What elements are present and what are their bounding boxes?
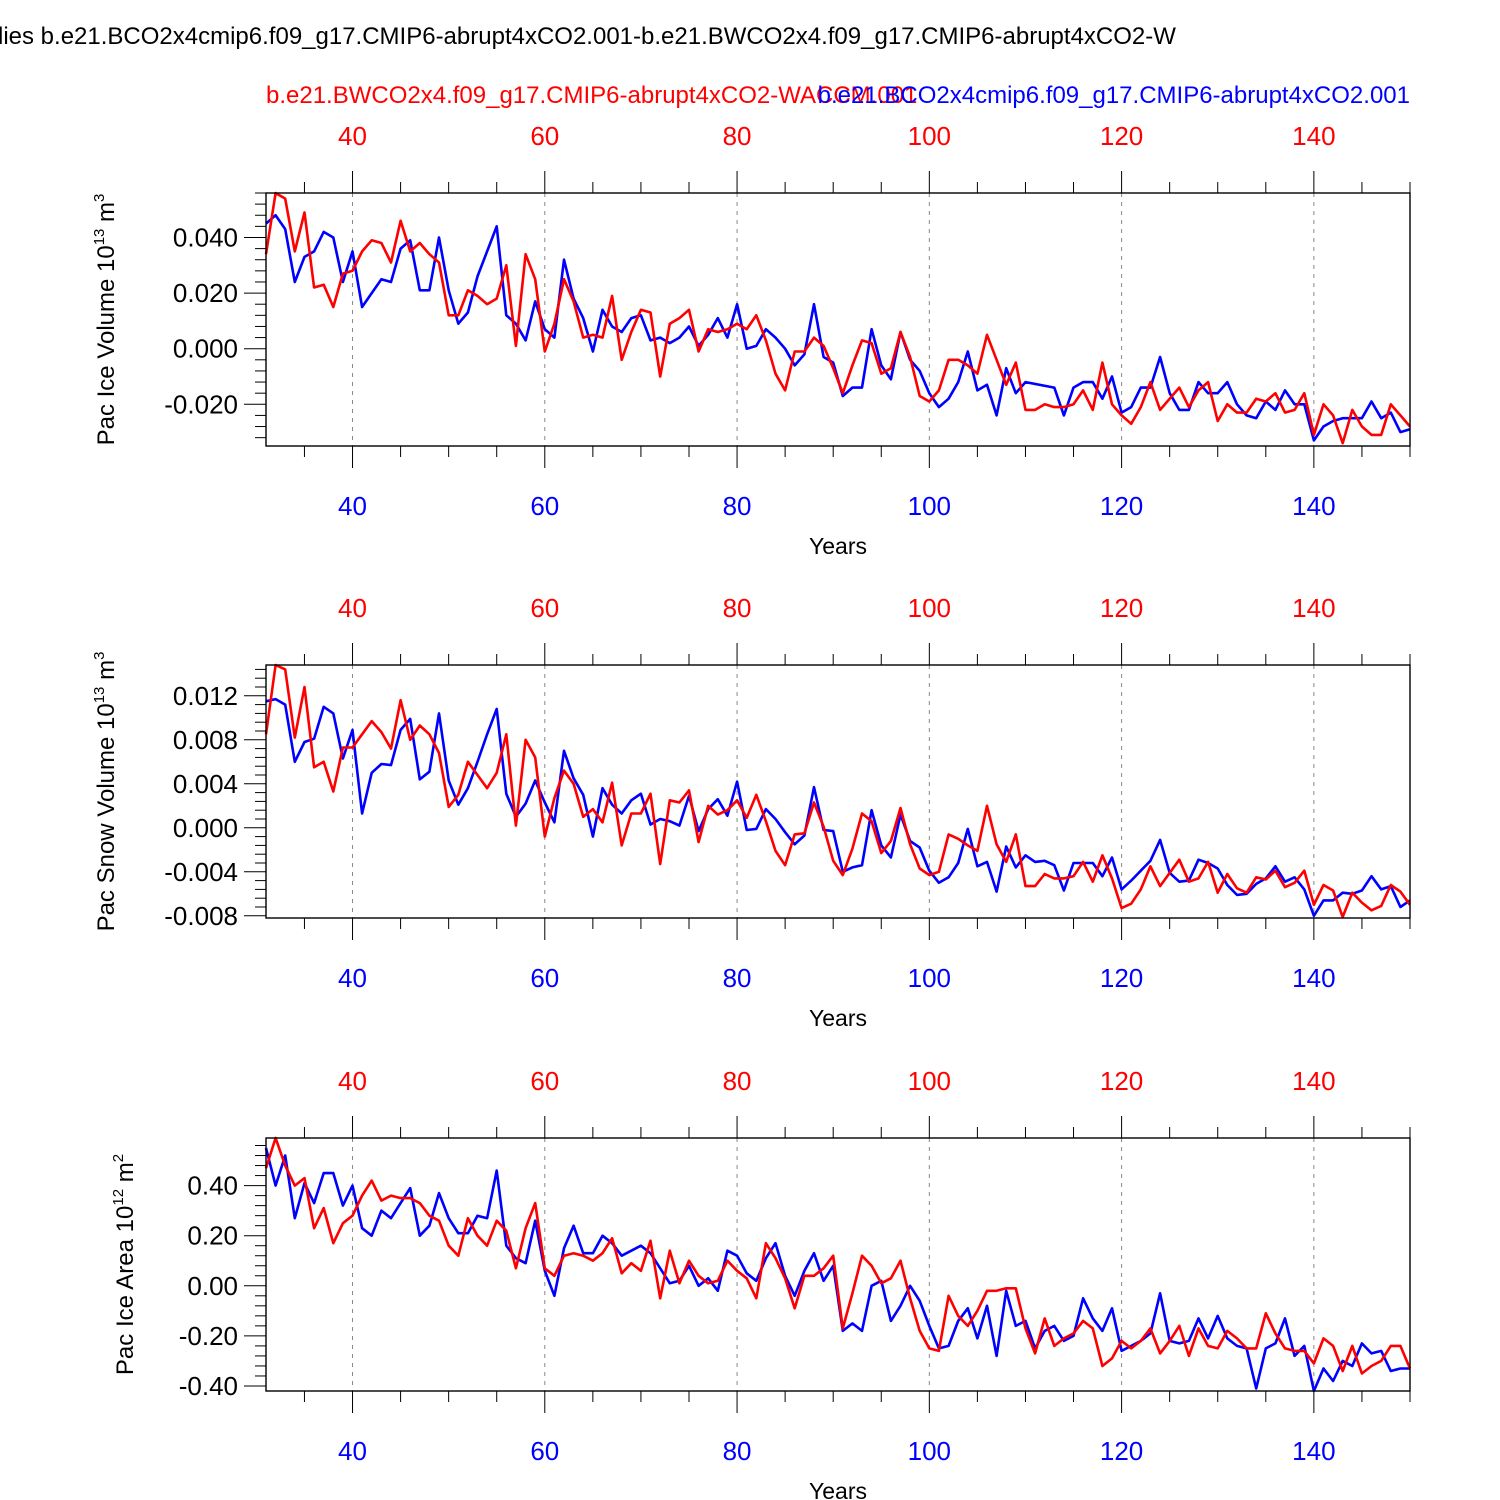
x-tick-label-red: 40 bbox=[338, 121, 367, 151]
x-tick-label-red: 80 bbox=[723, 1066, 752, 1096]
x-tick-label-red: 40 bbox=[338, 1066, 367, 1096]
blue-run-label: b.e21.BCO2x4cmip6.f09_g17.CMIP6-abrupt4x… bbox=[818, 82, 1410, 109]
series-line-blue bbox=[265, 213, 1411, 442]
y-tick-label: 0.000 bbox=[173, 334, 238, 364]
x-tick-label-red: 100 bbox=[908, 121, 951, 151]
y-axis-label-part: m bbox=[93, 660, 120, 687]
x-tick-label-blue: 60 bbox=[530, 963, 559, 993]
x-tick-label-red: 140 bbox=[1292, 1066, 1335, 1096]
y-tick-label: 0.008 bbox=[173, 725, 238, 755]
x-tick-label-blue: 40 bbox=[338, 1436, 367, 1466]
panel-2: 40 40 60 60 80 80 100 100 120 120 140 140 0.012 0.008… bbox=[91, 593, 1412, 1031]
y-axis-label-part: Pac Ice Area 10 bbox=[112, 1206, 139, 1375]
x-tick-label-red: 140 bbox=[1292, 121, 1335, 151]
figure-title: lies b.e21.BCO2x4cmip6.f09_g17.CMIP6-abr… bbox=[0, 23, 1176, 50]
y-tick-label: -0.20 bbox=[179, 1321, 238, 1351]
x-tick-label-red: 60 bbox=[530, 593, 559, 623]
x-tick-label-blue: 60 bbox=[530, 491, 559, 521]
series-line-blue bbox=[264, 1147, 1410, 1393]
x-axis-label: Years bbox=[809, 1478, 867, 1500]
y-axis-label: Pac Ice Area 1012 m2 bbox=[110, 1154, 139, 1375]
x-axis-label: Years bbox=[809, 533, 867, 559]
x-tick-label-red: 80 bbox=[723, 121, 752, 151]
x-tick-label-blue: 100 bbox=[908, 491, 951, 521]
y-tick-label: -0.008 bbox=[164, 901, 238, 931]
x-tick-label-blue: 80 bbox=[723, 963, 752, 993]
y-tick-label: -0.40 bbox=[179, 1371, 238, 1401]
series-line-red bbox=[264, 663, 1412, 919]
x-tick-label-red: 60 bbox=[530, 1066, 559, 1096]
series-line-blue bbox=[265, 697, 1411, 918]
x-tick-label-blue: 80 bbox=[723, 491, 752, 521]
x-tick-label-red: 100 bbox=[908, 1066, 951, 1096]
x-tick-label-blue: 120 bbox=[1100, 491, 1143, 521]
x-tick-label-red: 120 bbox=[1100, 593, 1143, 623]
panel-1: 40 40 60 60 80 80 100 100 120 120 140 140 0.040 0.020… bbox=[91, 121, 1411, 559]
y-tick-label: 0.20 bbox=[187, 1221, 238, 1251]
x-tick-label-red: 120 bbox=[1100, 121, 1143, 151]
x-tick-label-blue: 120 bbox=[1100, 963, 1143, 993]
y-tick-label: 0.004 bbox=[173, 769, 238, 799]
y-tick-label: 0.012 bbox=[173, 681, 238, 711]
x-tick-label-red: 80 bbox=[723, 593, 752, 623]
x-tick-label-red: 100 bbox=[908, 593, 951, 623]
panels: 40 40 60 60 80 80 100 100 120 120 140 140 0.040 0.020… bbox=[91, 121, 1412, 1500]
plot-frame bbox=[265, 664, 1411, 919]
y-axis-label-superscript: 13 bbox=[91, 687, 108, 704]
y-axis-label-superscript: 2 bbox=[110, 1154, 127, 1162]
x-tick-label-blue: 60 bbox=[530, 1436, 559, 1466]
x-tick-label-blue: 40 bbox=[338, 491, 367, 521]
x-tick-label-blue: 140 bbox=[1292, 491, 1335, 521]
y-tick-label: 0.00 bbox=[187, 1271, 238, 1301]
y-tick-label: 0.000 bbox=[173, 813, 238, 843]
red-run-label: b.e21.BWCO2x4.f09_g17.CMIP6-abrupt4xCO2-… bbox=[266, 82, 917, 109]
series-line-red bbox=[264, 191, 1411, 445]
panel-3: 40 40 60 60 80 80 100 100 120 120 140 140 0.40 0.20 0.… bbox=[110, 1066, 1412, 1500]
y-tick-label: 0.020 bbox=[173, 278, 238, 308]
series-line-red bbox=[264, 1136, 1412, 1375]
x-tick-label-red: 140 bbox=[1292, 593, 1335, 623]
y-axis-label-superscript: 3 bbox=[91, 194, 108, 202]
y-tick-label: -0.020 bbox=[164, 389, 238, 419]
plot-frame bbox=[265, 1137, 1411, 1392]
y-axis-label-part: Pac Ice Volume 10 bbox=[93, 245, 120, 445]
y-axis-label-superscript: 3 bbox=[91, 652, 108, 660]
x-tick-label-blue: 140 bbox=[1292, 1436, 1335, 1466]
x-tick-label-blue: 100 bbox=[908, 1436, 951, 1466]
plot-frame bbox=[265, 192, 1411, 447]
y-axis-label-part: Pac Snow Volume 10 bbox=[93, 703, 120, 931]
x-tick-label-blue: 40 bbox=[338, 963, 367, 993]
y-axis-label-part: m bbox=[112, 1162, 139, 1189]
y-axis-label-part: m bbox=[93, 202, 120, 229]
y-axis-label: Pac Ice Volume 1013 m3 bbox=[91, 194, 120, 446]
y-tick-label: -0.004 bbox=[164, 857, 238, 887]
y-tick-label: 0.40 bbox=[187, 1171, 238, 1201]
y-axis-label: Pac Snow Volume 1013 m3 bbox=[91, 652, 120, 932]
x-tick-label-red: 120 bbox=[1100, 1066, 1143, 1096]
x-tick-label-blue: 140 bbox=[1292, 963, 1335, 993]
x-tick-label-blue: 100 bbox=[908, 963, 951, 993]
y-axis-label-superscript: 13 bbox=[91, 229, 108, 246]
x-tick-label-red: 40 bbox=[338, 593, 367, 623]
y-axis-label-superscript: 12 bbox=[110, 1189, 127, 1206]
y-tick-label: 0.040 bbox=[173, 222, 238, 252]
x-axis-label: Years bbox=[809, 1005, 867, 1031]
x-tick-label-red: 60 bbox=[530, 121, 559, 151]
x-tick-label-blue: 80 bbox=[723, 1436, 752, 1466]
x-tick-label-blue: 120 bbox=[1100, 1436, 1143, 1466]
